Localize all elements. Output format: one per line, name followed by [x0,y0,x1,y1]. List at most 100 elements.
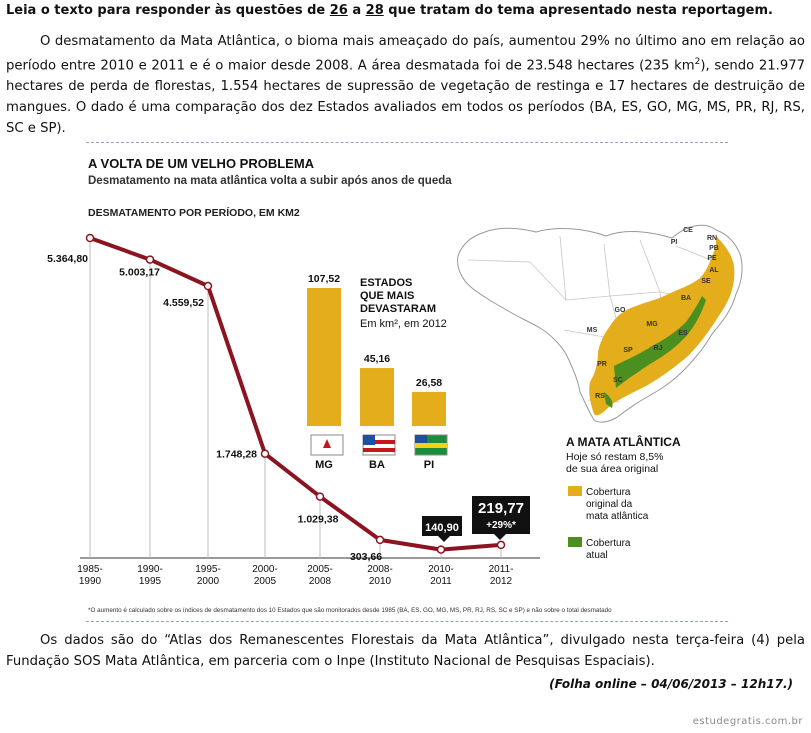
data-point-2005-2008 [315,492,325,501]
state-label-pr: PR [597,361,607,368]
bar-title-line-3: DEVASTARAM [360,303,436,315]
legend-original-line-1: Cobertura [586,487,631,498]
bar-category-MG: MG [315,459,333,471]
line-chart-title: DESMATAMENTO POR PERÍODO, EM KM2 [88,206,300,219]
legend-original-line-3: mata atlântica [586,511,649,522]
data-point-1985-1990 [85,233,95,243]
data-label-1990-1995: 5.003,17 [119,267,160,279]
callout-pointer [438,536,450,542]
data-label-2008-2010: 303,66 [350,551,382,563]
state-label-ms: MS [587,327,598,334]
data-label-2000-2005: 1.748,28 [216,449,257,461]
bar-category-BA: BA [369,459,385,471]
bar-value-BA: 45,16 [364,353,390,365]
x-tick-label: 2010- [428,564,454,575]
bar-chart: ESTADOS QUE MAIS DEVASTARAM Em km², em 2… [307,273,448,471]
x-tick-label: 2000- [252,564,278,575]
x-tick-label: 2000 [197,576,220,587]
legend-swatch-current [568,537,582,547]
flag-ba [362,434,396,456]
x-tick-label: 2012 [490,576,513,587]
x-tick-label: 2005- [307,564,333,575]
infographic-title: A VOLTA DE UM VELHO PROBLEMA [88,156,315,171]
flag-ba-stripe [363,448,395,452]
brazil-outline [457,224,743,423]
current-coverage-area [614,296,706,388]
legend-swatch-original [568,486,582,496]
line-chart: 5.364,80 5.003,17 4.559,52 1.748,28 1.029,38… [47,233,540,587]
bar-BA [360,368,394,426]
bar-unit: Em km², em 2012 [360,318,447,330]
data-label-2010-2011: 140,90 [425,522,459,534]
intro-paragraph: O desmatamento da Mata Atlântica, o biom… [6,34,805,137]
x-tick-label: 2010 [369,576,392,587]
data-label-2005-2008: 1.029,38 [298,514,339,526]
state-label-al: AL [709,267,719,274]
x-tick-label: 2008- [367,564,393,575]
state-label-ba: BA [681,295,691,302]
infographic-subtitle: Desmatamento na mata atlântica volta a s… [88,175,452,187]
state-label-sc: SC [613,377,623,384]
state-label-sp: SP [623,347,633,354]
data-point-2000-2005 [260,449,270,458]
bar-value-PI: 26,58 [416,377,442,389]
callout-box [422,516,462,536]
state-label-se: SE [701,278,711,285]
data-label-1985-1990: 5.364,80 [47,253,88,265]
bar-category-PI: PI [424,459,434,471]
data-point-1990-1995 [145,255,155,264]
state-label-rn: RN [707,235,717,242]
x-tick-label: 2011 [430,576,452,587]
x-tick-label: 1985- [77,564,103,575]
flag-pi-canton [415,435,427,443]
bar-PI [412,391,446,426]
flag-pi [414,434,448,456]
bar-MG [307,288,341,426]
data-label-1995-2000: 4.559,52 [163,297,204,309]
data-label-2011-2012: 219,77 [478,500,524,517]
series-line [89,236,502,552]
flag-ba-stripe [375,440,395,444]
bar-title-line-1: ESTADOS [360,277,412,289]
brazil-map: PI CE RN PB PE AL SE BA GO MG ES MS SP RJ PR SC RS [457,224,743,423]
flag-ba-canton [363,435,375,445]
state-label-es: ES [678,330,688,337]
legend-current-line-2: atual [586,550,608,561]
data-point-2011-2012 [496,540,506,550]
legend-original-line-2: original da [586,499,633,510]
question-end: 28 [365,3,384,18]
state-label-pe: PE [707,255,717,262]
bar-value-MG: 107,52 [308,273,340,285]
flag-mg-triangle [323,439,331,448]
x-tick-label: 1990- [137,564,163,575]
question-start: 26 [329,3,348,18]
bar-title-line-2: QUE MAIS [360,290,414,302]
x-tick-label: 2008 [309,576,332,587]
state-label-pb: PB [709,245,719,252]
callout-2011-2012: 219,77 +29%* [472,496,530,540]
x-tick-label: 1990 [79,576,102,587]
data-point-2010-2011 [436,545,446,554]
state-label-pi: PI [671,239,678,246]
data-point-2008-2010 [375,535,385,545]
callout-2010-2011: 140,90 [422,516,462,542]
x-tick-label: 2011- [489,564,514,575]
x-tick-label: 2005 [254,576,277,587]
source-citation: (Folha online – 04/06/2013 – 12h17.) [549,677,793,691]
state-label-ce: CE [683,227,693,234]
top-divider [86,142,728,143]
watermark: estudegratis.com.br [692,716,803,727]
data-point-1995-2000 [203,281,213,291]
callout-box [472,496,530,534]
flag-pi-stripe [415,443,447,448]
map-title: A MATA ATLÂNTICA [566,434,681,449]
footnote: *O aumento é calculado sobre os índices … [88,607,612,614]
callout-pointer [494,534,506,540]
map-subtitle-line-2: de sua área original [566,463,658,475]
state-label-rs: RS [595,393,605,400]
legend-current-line-1: Cobertura [586,538,631,549]
increase-note: +29%* [486,520,516,531]
map-subtitle-line-1: Hoje só restam 8,5% [566,451,663,463]
state-label-go: GO [615,307,626,314]
